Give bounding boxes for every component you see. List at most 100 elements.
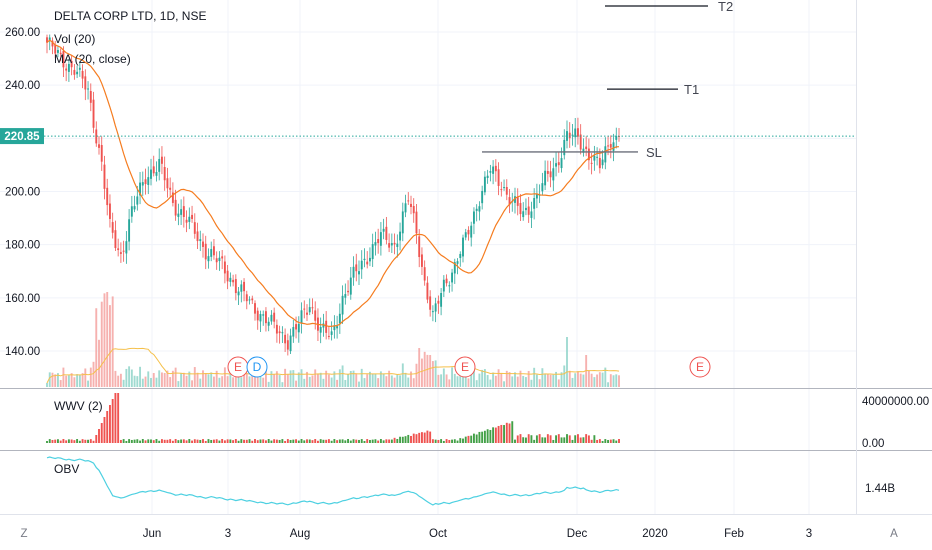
candle[interactable] <box>237 291 240 296</box>
earnings-marker[interactable] <box>454 356 476 378</box>
candle[interactable] <box>587 148 590 161</box>
candle[interactable] <box>557 162 560 166</box>
candle[interactable] <box>503 187 506 189</box>
candle[interactable] <box>108 203 111 219</box>
candle[interactable] <box>349 277 352 295</box>
candle[interactable] <box>232 279 235 283</box>
candle[interactable] <box>420 254 423 267</box>
candle[interactable] <box>541 183 544 192</box>
candle[interactable] <box>544 170 547 186</box>
candle[interactable] <box>363 258 366 261</box>
candle[interactable] <box>306 312 308 315</box>
candle[interactable] <box>311 307 314 309</box>
dividend-marker[interactable] <box>246 356 268 378</box>
candle[interactable] <box>185 219 188 223</box>
candle[interactable] <box>295 324 298 330</box>
candle[interactable] <box>481 190 484 204</box>
candle[interactable] <box>193 222 196 234</box>
candle[interactable] <box>393 242 396 245</box>
candle[interactable] <box>330 331 333 335</box>
candle[interactable] <box>325 320 328 333</box>
candle[interactable] <box>67 63 70 72</box>
obv-legend[interactable]: OBV <box>54 462 79 476</box>
candle[interactable] <box>514 196 516 203</box>
candle[interactable] <box>106 187 109 206</box>
candle[interactable] <box>516 197 519 206</box>
ma-legend[interactable]: MA (20, close) <box>54 52 131 66</box>
candle[interactable] <box>196 231 199 242</box>
candle[interactable] <box>48 37 51 41</box>
candle[interactable] <box>453 262 456 274</box>
candle[interactable] <box>278 331 281 334</box>
candle[interactable] <box>508 197 511 205</box>
candle[interactable] <box>133 206 136 210</box>
candle[interactable] <box>338 313 341 324</box>
candle[interactable] <box>319 326 322 333</box>
candle[interactable] <box>593 155 596 161</box>
candle[interactable] <box>73 69 76 75</box>
candle[interactable] <box>497 169 500 186</box>
candle[interactable] <box>262 314 265 316</box>
candle[interactable] <box>70 60 73 68</box>
candle[interactable] <box>426 282 429 300</box>
candle[interactable] <box>352 266 355 278</box>
candle[interactable] <box>188 216 191 222</box>
auto-scale-button[interactable]: A <box>884 522 904 542</box>
candle[interactable] <box>467 229 470 235</box>
candle[interactable] <box>440 292 443 307</box>
zoom-reset-button[interactable]: Z <box>14 522 34 542</box>
candle[interactable] <box>533 198 536 209</box>
candle[interactable] <box>483 176 486 193</box>
candle[interactable] <box>273 312 276 322</box>
candle[interactable] <box>500 189 503 191</box>
candle[interactable] <box>65 68 68 71</box>
candle[interactable] <box>229 277 232 282</box>
candle[interactable] <box>576 128 579 137</box>
candle[interactable] <box>336 326 339 329</box>
candle[interactable] <box>492 166 495 174</box>
candle[interactable] <box>555 163 558 167</box>
candle[interactable] <box>598 157 601 169</box>
candle[interactable] <box>111 222 114 233</box>
candle[interactable] <box>303 308 306 310</box>
candle[interactable] <box>596 156 599 158</box>
candle[interactable] <box>275 324 278 334</box>
candle[interactable] <box>218 257 221 262</box>
candle[interactable] <box>442 279 445 292</box>
candle[interactable] <box>56 50 59 53</box>
candle[interactable] <box>464 232 467 238</box>
candle[interactable] <box>87 88 90 90</box>
candle[interactable] <box>579 134 582 150</box>
candle[interactable] <box>390 243 393 246</box>
candle[interactable] <box>180 209 183 215</box>
candle[interactable] <box>371 244 374 260</box>
candle[interactable] <box>407 200 410 202</box>
candle[interactable] <box>601 159 604 166</box>
candle[interactable] <box>122 250 125 252</box>
candle[interactable] <box>286 340 289 350</box>
candle[interactable] <box>530 211 533 218</box>
candle[interactable] <box>412 205 415 214</box>
candle[interactable] <box>141 182 144 186</box>
candle[interactable] <box>243 281 246 292</box>
candle[interactable] <box>360 260 363 270</box>
candle[interactable] <box>62 50 65 68</box>
candle[interactable] <box>152 166 155 174</box>
candle[interactable] <box>158 158 161 172</box>
candle[interactable] <box>415 211 418 234</box>
candle[interactable] <box>434 303 437 312</box>
candle[interactable] <box>437 300 440 304</box>
candle[interactable] <box>475 208 478 211</box>
wwv-legend[interactable]: WWV (2) <box>54 399 103 413</box>
candle[interactable] <box>95 129 98 144</box>
candle[interactable] <box>355 264 358 272</box>
candle[interactable] <box>366 261 369 265</box>
candle[interactable] <box>139 182 142 196</box>
candle[interactable] <box>418 236 421 258</box>
candle[interactable] <box>368 257 371 262</box>
candle[interactable] <box>292 327 295 337</box>
candle[interactable] <box>478 206 481 212</box>
candle[interactable] <box>314 310 317 321</box>
candle[interactable] <box>46 37 48 43</box>
candle[interactable] <box>358 271 360 275</box>
